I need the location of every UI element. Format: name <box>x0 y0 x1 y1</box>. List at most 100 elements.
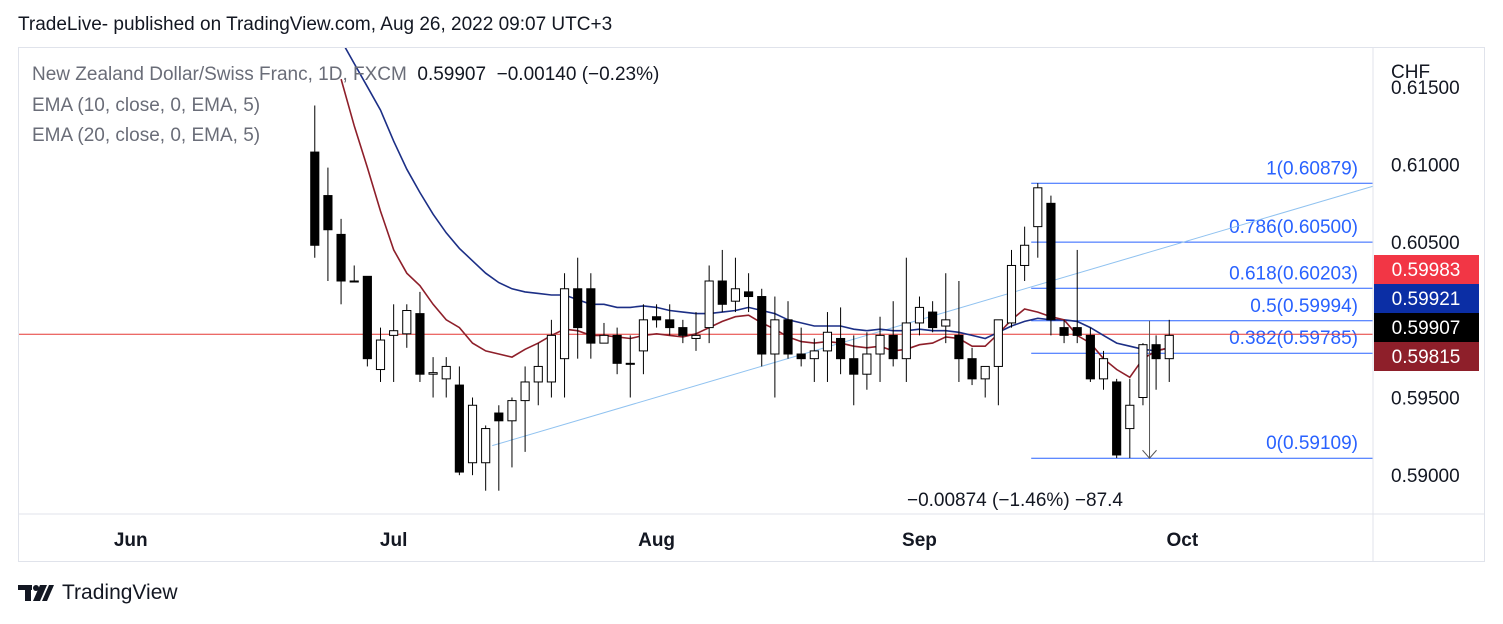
candle[interactable] <box>310 105 320 258</box>
candle[interactable] <box>1033 183 1043 258</box>
candle-body <box>520 381 530 402</box>
candle[interactable] <box>914 296 925 336</box>
candle[interactable] <box>770 296 780 398</box>
candle[interactable] <box>349 265 359 283</box>
candle[interactable] <box>822 312 833 382</box>
candle[interactable] <box>862 332 872 390</box>
candle[interactable] <box>467 397 478 476</box>
candle[interactable] <box>704 265 714 344</box>
candle[interactable] <box>1059 319 1069 344</box>
candle[interactable] <box>967 347 977 386</box>
candle[interactable] <box>1085 327 1095 382</box>
candle-body <box>980 365 990 380</box>
candle[interactable] <box>1072 249 1082 344</box>
price-label-2: 0.59907 <box>1374 313 1479 342</box>
legend-change: −0.00140 (−0.23%) <box>496 64 660 85</box>
candle[interactable] <box>691 312 701 351</box>
candle[interactable] <box>520 366 530 452</box>
candle[interactable] <box>717 249 727 313</box>
legend-last-price: 0.59907 <box>417 64 487 85</box>
candle-body <box>1033 187 1043 228</box>
legend-symbol-row: New Zealand Dollar/Swiss Franc, 1D, FXCM… <box>32 64 659 86</box>
candle[interactable] <box>730 257 741 313</box>
candle[interactable] <box>665 304 675 336</box>
y-tick-label-1: 0.61000 <box>1391 156 1460 177</box>
candle[interactable] <box>1112 378 1122 459</box>
tradingview-logo[interactable]: TradingView <box>18 581 178 605</box>
candle[interactable] <box>323 167 333 281</box>
price-label-0: 0.59983 <box>1374 255 1479 284</box>
candle[interactable] <box>362 275 372 367</box>
candle-body <box>362 275 372 360</box>
candle[interactable] <box>993 319 1003 406</box>
candle[interactable] <box>678 319 688 344</box>
candle[interactable] <box>481 425 491 491</box>
candle-body <box>402 310 412 335</box>
candle[interactable] <box>1098 350 1109 390</box>
candle[interactable] <box>1138 343 1148 406</box>
candle[interactable] <box>888 301 898 367</box>
candle-body <box>1098 358 1109 380</box>
candle[interactable] <box>809 338 819 382</box>
candle[interactable] <box>1164 319 1174 382</box>
candle-body <box>1138 344 1148 399</box>
candle-body <box>389 330 399 336</box>
candle-body <box>638 319 648 352</box>
candle[interactable] <box>546 319 556 398</box>
candle[interactable] <box>494 405 504 491</box>
candle[interactable] <box>1006 249 1017 328</box>
candle[interactable] <box>836 307 846 375</box>
candle[interactable] <box>573 257 583 359</box>
candle[interactable] <box>849 335 859 406</box>
candle[interactable] <box>389 304 399 382</box>
candle[interactable] <box>651 304 662 328</box>
candle[interactable] <box>625 335 635 398</box>
candle[interactable] <box>757 288 767 367</box>
candle-body <box>954 334 964 360</box>
candle[interactable] <box>586 273 596 359</box>
candle[interactable] <box>980 365 990 398</box>
candle-body <box>612 334 622 364</box>
candle[interactable] <box>954 281 964 382</box>
candle[interactable] <box>1020 226 1030 281</box>
candle[interactable] <box>1151 335 1161 390</box>
candle[interactable] <box>428 357 438 398</box>
candle-body <box>428 372 438 375</box>
candle[interactable] <box>507 397 517 468</box>
candle[interactable] <box>415 291 425 382</box>
ema20-line <box>344 48 1170 352</box>
candle[interactable] <box>638 304 648 375</box>
candle[interactable] <box>441 357 451 398</box>
candle[interactable] <box>1125 378 1135 459</box>
x-tick-label-jul: Jul <box>380 530 407 551</box>
measure-arrow-icon <box>1142 449 1157 459</box>
candle[interactable] <box>796 327 806 367</box>
candle[interactable] <box>875 316 885 382</box>
candle[interactable] <box>612 327 622 375</box>
candle-body <box>586 288 596 344</box>
candle[interactable] <box>941 273 951 344</box>
candle[interactable] <box>928 301 938 333</box>
candle-body <box>862 353 872 375</box>
candle[interactable] <box>901 257 911 382</box>
candle[interactable] <box>533 343 543 406</box>
candle[interactable] <box>454 366 464 476</box>
candle[interactable] <box>1046 195 1056 336</box>
candle-body <box>744 291 754 298</box>
ema10-line <box>340 78 1170 379</box>
price-label-text: 0.59921 <box>1392 289 1461 310</box>
candle-body <box>678 327 688 336</box>
candle[interactable] <box>375 327 386 382</box>
candle[interactable] <box>559 273 570 398</box>
candle[interactable] <box>744 273 754 313</box>
candle[interactable] <box>783 301 793 359</box>
candle[interactable] <box>599 322 609 344</box>
x-tick-label-jun: Jun <box>114 530 148 551</box>
fib-level-label-0: 1(0.60879) <box>1266 158 1358 179</box>
fib-level-label-2: 0.618(0.60203) <box>1229 263 1358 284</box>
candle-body <box>651 316 662 321</box>
candle[interactable] <box>336 218 346 305</box>
candle-body <box>323 195 333 231</box>
candle[interactable] <box>402 304 412 348</box>
